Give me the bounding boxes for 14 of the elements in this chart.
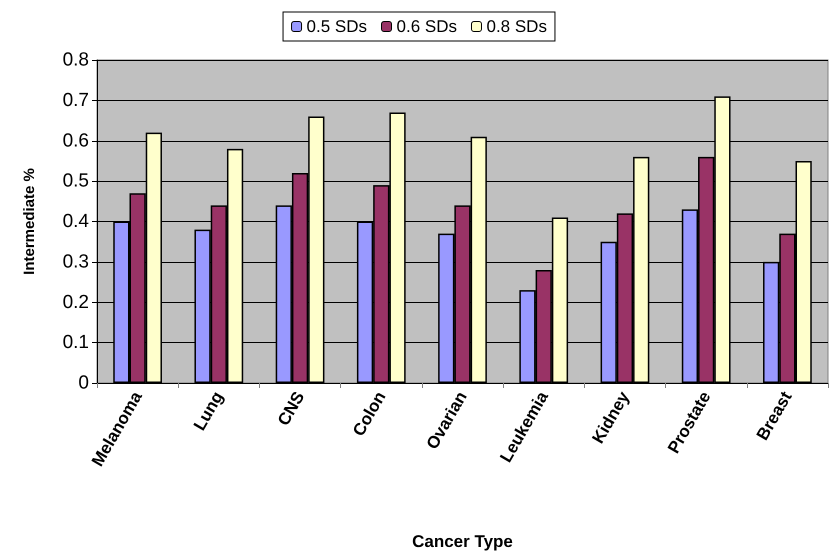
x-axis-title: Cancer Type [412,532,513,551]
y-tick-label: 0.3 [62,251,89,272]
y-tick-label: 0.2 [62,292,89,313]
y-tick-label: 0.5 [62,170,89,192]
y-tick-label: 0.1 [62,332,89,354]
legend-label: 0.8 SDs [486,17,547,36]
y-tick-label: 0.7 [62,90,89,111]
legend-label: 0.5 SDs [306,17,368,36]
y-tick-label: 0.4 [62,211,90,232]
legend-label: 0.6 SDs [396,17,457,36]
y-axis-title: Intermediate % [21,168,38,275]
y-tick-label: 0 [78,372,89,394]
y-tick-label: 0.6 [62,130,89,152]
y-tick-label: 0.8 [62,50,89,70]
